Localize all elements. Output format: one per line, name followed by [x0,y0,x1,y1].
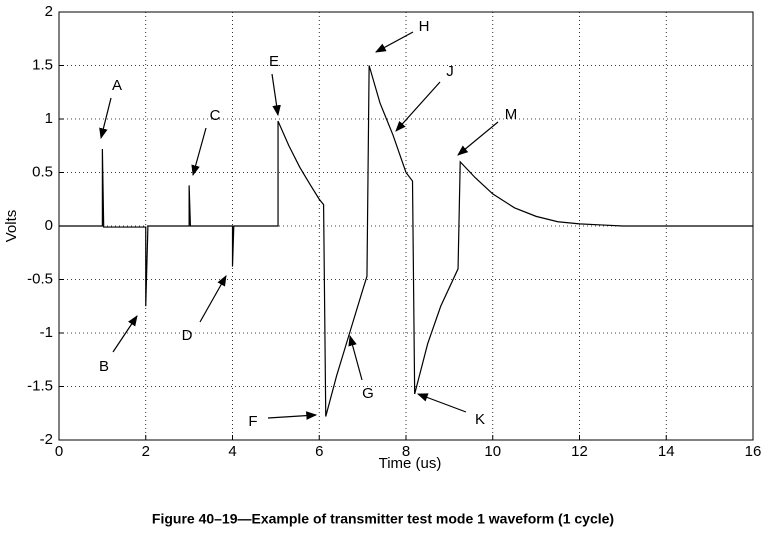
annotation-arrow [267,411,318,420]
annotation-arrow [457,121,499,156]
y-tick-label: 1 [45,110,53,127]
annotation-label: G [362,385,374,402]
annotation-label: D [182,327,193,344]
y-tick-label: 1.5 [32,56,53,73]
annotation-label: F [248,413,257,430]
annotation-arrow [416,393,467,413]
x-axis-label: Time (us) [379,455,442,472]
annotation-label: B [99,358,109,375]
y-tick-label: -2 [40,431,53,448]
y-tick-label: -1 [40,324,53,341]
annotation-label: E [269,53,279,70]
annotation-label: K [475,411,485,428]
y-tick-label: 0.5 [32,163,53,180]
annotation-label: H [419,18,430,35]
x-tick-label: 2 [142,443,150,460]
y-axis-label: Volts [3,210,20,243]
x-tick-label: 4 [228,443,236,460]
x-tick-label: 8 [402,443,410,460]
x-tick-label: 6 [315,443,323,460]
y-tick-label: -0.5 [27,270,53,287]
annotation-arrow [99,97,112,140]
x-tick-label: 0 [55,443,63,460]
x-tick-label: 12 [571,443,588,460]
y-tick-label: 2 [45,3,53,20]
annotation-label: C [210,107,221,124]
chart-title: Figure 40–19—Example of transmitter test… [152,511,614,527]
annotation-arrow [348,334,363,381]
annotation-label: J [446,63,454,80]
waveform [59,65,753,417]
annotation-arrow [112,315,138,353]
x-tick-label: 10 [484,443,501,460]
annotation-arrow [395,81,441,132]
y-tick-label: -1.5 [27,377,53,394]
annotation-label: A [112,77,122,94]
annotation-arrow [271,73,281,117]
annotation-label: M [505,106,518,123]
x-tick-label: 14 [658,443,675,460]
annotation-arrow [191,127,207,177]
annotation-arrow [375,31,414,53]
y-tick-label: 0 [45,217,53,234]
x-tick-label: 16 [745,443,762,460]
annotation-arrow [199,275,227,323]
